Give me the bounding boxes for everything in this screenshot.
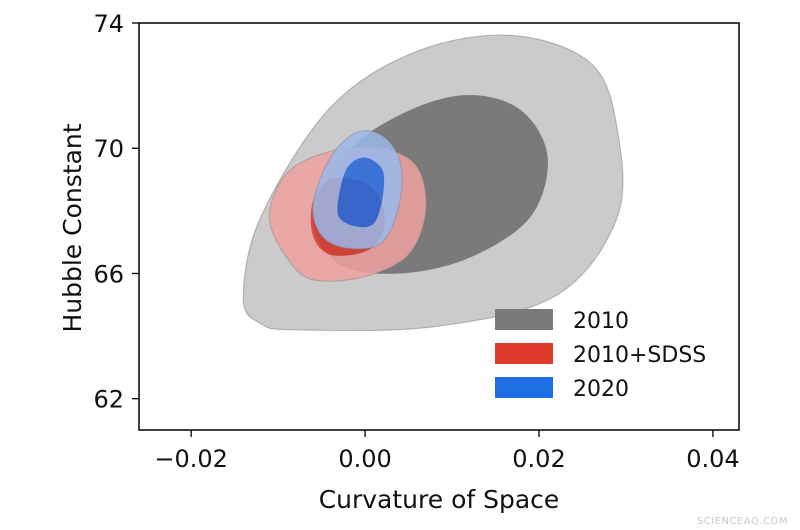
watermark: SCIENCEAQ.COM: [697, 516, 788, 527]
y-axis-label: Hubble Constant: [58, 123, 87, 332]
x-tick-label: −0.02: [154, 445, 228, 473]
y-tick-label: 70: [93, 135, 124, 163]
legend-label-2010-sdss: 2010+SDSS: [573, 343, 706, 368]
x-tick-label: 0.00: [338, 445, 391, 473]
x-axis-ticks: −0.02 0.00 0.02 0.04: [154, 430, 740, 473]
x-tick-label: 0.02: [512, 445, 565, 473]
contour-inner-2020: [337, 157, 385, 228]
legend-label-2020: 2020: [573, 377, 629, 402]
legend-label-2010: 2010: [573, 309, 629, 334]
legend: 2010 2010+SDSS 2020: [495, 309, 706, 402]
legend-swatch-2010-sdss: [495, 343, 553, 364]
y-tick-label: 66: [93, 260, 124, 288]
legend-swatch-2010: [495, 309, 553, 330]
legend-swatch-2020: [495, 377, 553, 398]
y-tick-label: 74: [93, 10, 124, 38]
x-axis-label: Curvature of Space: [319, 485, 560, 514]
y-tick-label: 62: [93, 386, 124, 414]
y-axis-ticks: 62 66 70 74: [93, 10, 139, 414]
confidence-contours: [242, 34, 624, 332]
x-tick-label: 0.04: [686, 445, 739, 473]
plot-frame: [138, 22, 740, 431]
series-2020: [312, 130, 403, 250]
